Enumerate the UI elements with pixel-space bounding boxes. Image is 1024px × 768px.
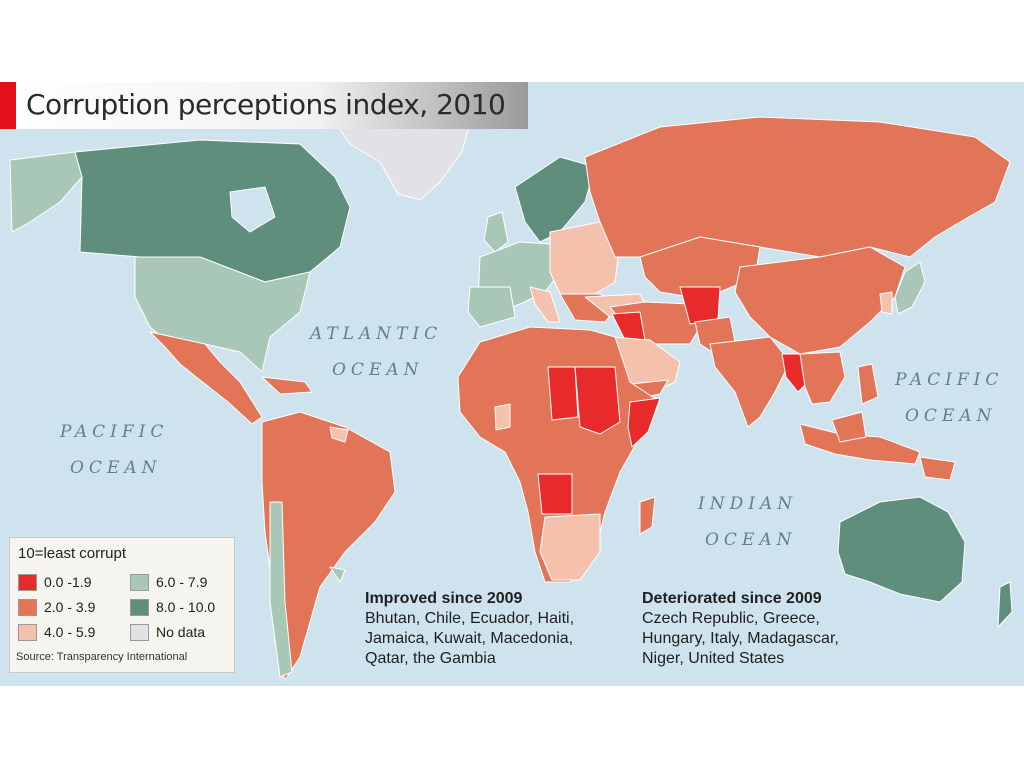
improved-note: Improved since 2009 Bhutan, Chile, Ecuad… [365,589,574,669]
region-sudan [574,366,621,435]
legend-label-0: 0.0 -1.9 [44,574,92,590]
region-russia [584,116,1011,258]
legend-swatch-5 [130,624,149,641]
region-guyana [329,426,349,443]
legend-swatch-2 [18,624,37,641]
atlantic-label-line2: OCEAN [332,360,424,380]
region-chile [269,501,293,678]
region-korea [879,291,893,315]
region-png [919,456,956,481]
region-japan [894,261,926,315]
region-south-america [261,411,396,681]
region-iraq [611,311,646,341]
legend-label-1: 2.0 - 3.9 [44,599,96,615]
title-accent [0,82,16,129]
pacific-west-label-line2: OCEAN [70,458,162,478]
deteriorated-line-2: Hungary, Italy, Madagascar, [642,630,839,647]
region-southeast-asia [799,351,846,405]
atlantic-label-line1: ATLANTIC [310,324,443,344]
region-mexico [149,331,263,425]
region-southern-africa [539,513,601,581]
indian-label-line1: INDIAN [698,494,798,514]
improved-heading: Improved since 2009 [365,590,523,607]
pacific-west-label-line1: PACIFIC [60,422,169,442]
region-caribbean [261,376,313,395]
region-china [734,246,906,355]
legend-source: Source: Transparency International [16,651,188,663]
region-chad [547,366,579,421]
title-bar: Corruption perceptions index, 2010 [0,82,528,129]
region-angola [537,473,573,515]
deteriorated-note: Deteriorated since 2009 Czech Republic, … [642,589,839,669]
region-alaska [9,151,83,233]
region-west-africa-light [494,403,511,431]
deteriorated-heading: Deteriorated since 2009 [642,590,822,607]
legend-swatch-0 [18,574,37,591]
world-map [9,116,1013,681]
region-uk [483,211,509,253]
improved-line-3: Qatar, the Gambia [365,650,496,667]
region-somalia [627,397,661,448]
region-india [709,336,791,428]
region-iberia [467,286,516,328]
region-hudson-bay [229,186,276,233]
legend: 10=least corrupt 0.0 -1.9 2.0 - 3.9 4.0 … [9,537,235,673]
legend-swatch-3 [130,574,149,591]
improved-line-1: Bhutan, Chile, Ecuador, Haiti, [365,610,575,627]
improved-line-2: Jamaica, Kuwait, Macedonia, [365,630,574,647]
legend-label-5: No data [156,624,206,640]
indian-label-line2: OCEAN [705,530,797,550]
region-philippines [857,363,879,405]
region-madagascar [639,496,656,535]
legend-swatch-4 [130,599,149,616]
map-frame: Corruption perceptions index, 2010 ATLAN… [0,82,1024,686]
region-italy [529,286,561,323]
pacific-east-label-line1: PACIFIC [895,370,1004,390]
legend-swatch-1 [18,599,37,616]
pacific-east-label-line2: OCEAN [905,406,997,426]
region-new-zealand [997,581,1013,628]
region-greenland [334,121,471,201]
region-borneo [831,411,867,443]
region-uruguay [329,566,346,583]
legend-title: 10=least corrupt [18,545,126,562]
legend-label-3: 6.0 - 7.9 [156,574,208,590]
region-canada [74,139,351,283]
legend-label-2: 4.0 - 5.9 [44,624,96,640]
deteriorated-line-3: Niger, United States [642,650,785,667]
region-australia [837,496,966,603]
legend-label-4: 8.0 - 10.0 [156,599,216,615]
deteriorated-line-1: Czech Republic, Greece, [642,610,820,627]
region-scandinavia [514,156,596,243]
map-title: Corruption perceptions index, 2010 [26,88,506,121]
